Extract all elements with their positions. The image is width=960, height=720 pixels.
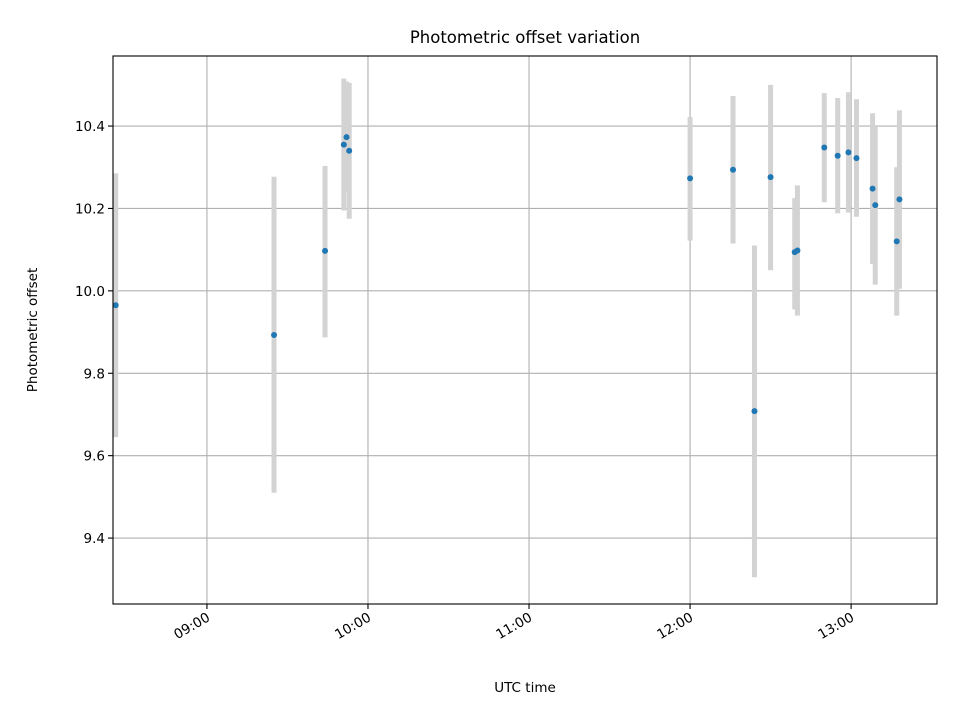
data-point (112, 302, 119, 309)
data-point (834, 152, 841, 159)
data-point (872, 202, 879, 209)
data-point (767, 174, 774, 181)
data-point (853, 155, 860, 162)
y-tick-label: 10.4 (75, 119, 105, 135)
data-point (794, 247, 801, 254)
y-tick-label: 10.0 (75, 284, 105, 300)
y-tick-label: 9.4 (84, 531, 105, 547)
data-point (346, 147, 353, 154)
data-point (730, 166, 737, 173)
axes-frame (112, 55, 938, 605)
data-point (322, 247, 329, 254)
data-point (845, 149, 852, 156)
data-point (343, 134, 350, 141)
data-point (687, 175, 694, 182)
data-point (869, 185, 876, 192)
y-tick-label: 9.6 (84, 449, 105, 465)
data-point (893, 238, 900, 245)
data-points (112, 134, 903, 415)
y-tick-label: 10.2 (75, 201, 105, 217)
chart-title: Photometric offset variation (410, 28, 640, 47)
data-point (340, 141, 347, 148)
data-point (896, 196, 903, 203)
y-axis-label: Photometric offset (25, 268, 41, 392)
data-point (751, 408, 758, 415)
data-point (821, 144, 828, 151)
y-tick-label: 9.8 (84, 366, 105, 382)
plot-area (113, 56, 937, 604)
data-point (271, 331, 278, 338)
x-axis-label: UTC time (494, 680, 556, 696)
